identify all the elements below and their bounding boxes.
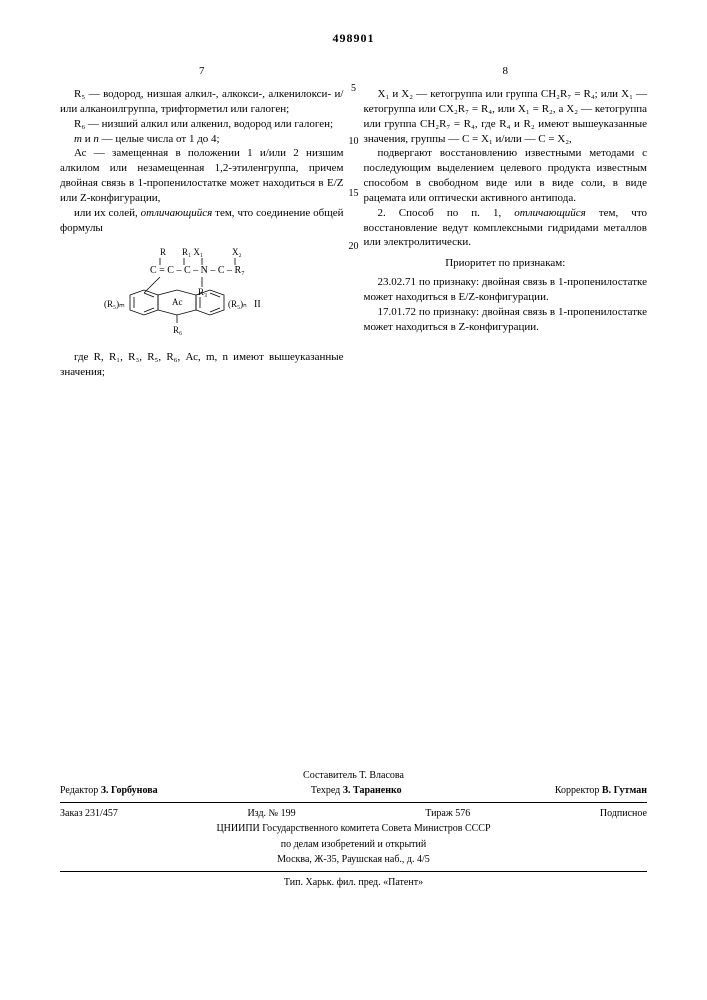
subscription: Подписное xyxy=(600,807,647,821)
divider xyxy=(60,802,647,803)
typography-line: Тип. Харьк. фил. пред. «Патент» xyxy=(60,875,647,891)
edition-number: Изд. № 199 xyxy=(247,807,295,821)
line-number: 10 xyxy=(344,135,364,149)
svg-text:R₆: R₆ xyxy=(173,325,182,335)
line-number: 15 xyxy=(344,187,364,201)
line-number: 5 xyxy=(344,82,364,96)
paragraph: где R, R₁, R₃, R₅, R₆, Ас, m, n имеют вы… xyxy=(60,350,344,380)
paragraph: подвергают восстановлению известными мет… xyxy=(364,146,648,205)
chemical-structure: R R₁ X₁ X₂ C = C – C – N – C – R₇ R₃ xyxy=(60,245,344,340)
svg-text:R₁ X₁: R₁ X₁ xyxy=(182,247,203,257)
editor-row: Редактор З. Горбунова Техред З. Тараненк… xyxy=(60,783,647,799)
svg-text:X₂: X₂ xyxy=(232,247,242,257)
structure-diagram-icon: R R₁ X₁ X₂ C = C – C – N – C – R₇ R₃ xyxy=(102,245,302,340)
paragraph: R₆ — низший алкил или алкенил, водород и… xyxy=(60,117,344,132)
techred: Техред З. Тараненко xyxy=(311,784,402,798)
svg-text:C = C – C – N – C – R₇: C = C – C – N – C – R₇ xyxy=(150,265,245,276)
svg-text:R₃: R₃ xyxy=(198,287,207,297)
paragraph: 23.02.71 по признаку: двойная связь в 1-… xyxy=(364,275,648,305)
paragraph: X₁ и X₂ — кетогруппа или группа CH₂R₇ = … xyxy=(364,87,648,146)
line-number-gutter: 5 10 15 20 xyxy=(344,82,364,292)
page-number-left: 7 xyxy=(60,64,344,79)
svg-text:II: II xyxy=(254,299,261,310)
paragraph: 17.01.72 по признаку: двойная связь в 1-… xyxy=(364,305,648,335)
svg-text:R: R xyxy=(160,247,166,257)
svg-text:Ac: Ac xyxy=(172,297,183,307)
paragraph: 2. Способ по п. 1, отличающийся тем, что… xyxy=(364,206,648,251)
org-line-2: по делам изобретений и открытий xyxy=(60,837,647,853)
footer-block: Составитель Т. Власова Редактор З. Горбу… xyxy=(60,768,647,891)
page-number-right: 8 xyxy=(364,64,648,79)
patent-number: 498901 xyxy=(60,30,647,46)
print-run: Тираж 576 xyxy=(425,807,470,821)
corrector: Корректор В. Гутман xyxy=(555,784,647,798)
address-line: Москва, Ж-35, Раушская наб., д. 4/5 xyxy=(60,852,647,868)
order-row: Заказ 231/457 Изд. № 199 Тираж 576 Подпи… xyxy=(60,806,647,822)
line-number: 20 xyxy=(344,240,364,254)
editor: Редактор З. Горбунова xyxy=(60,784,158,798)
right-column: 8 X₁ и X₂ — кетогруппа или группа CH₂R₇ … xyxy=(364,64,648,380)
divider xyxy=(60,871,647,872)
svg-text:(R₅)ₘ: (R₅)ₘ xyxy=(104,299,125,309)
order-number: Заказ 231/457 xyxy=(60,807,118,821)
compiler-line: Составитель Т. Власова xyxy=(60,768,647,784)
paragraph: Ас — замещенная в положении 1 и/или 2 ни… xyxy=(60,146,344,205)
paragraph: или их солей, отличающийся тем, что соед… xyxy=(60,206,344,236)
paragraph: R₅ — водород, низшая алкил-, алкокси-, а… xyxy=(60,87,344,117)
priority-heading: Приоритет по признакам: xyxy=(364,256,648,271)
svg-text:(R₅)ₙ: (R₅)ₙ xyxy=(228,299,247,309)
org-line-1: ЦНИИПИ Государственного комитета Совета … xyxy=(60,821,647,837)
left-column: 7 R₅ — водород, низшая алкил-, алкокси-,… xyxy=(60,64,344,380)
paragraph: m и n — целые числа от 1 до 4; xyxy=(60,132,344,147)
